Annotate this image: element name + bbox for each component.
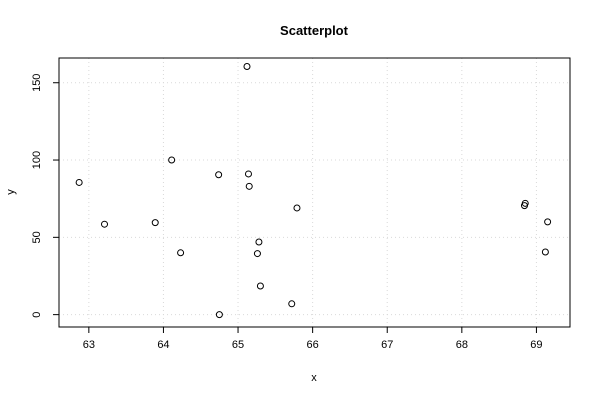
data-point	[293, 204, 301, 212]
y-tick-label: 100	[31, 151, 43, 169]
x-axis: 63 64 65 66 67 68 69	[83, 327, 543, 351]
data-point	[255, 238, 263, 246]
y-tick-label: 50	[31, 231, 43, 243]
y-axis-label: y	[5, 189, 17, 195]
data-point	[541, 248, 549, 256]
data-point	[521, 199, 529, 207]
x-tick-label: 69	[530, 339, 542, 351]
y-axis: 0 50 100 150	[31, 74, 59, 318]
x-tick-label: 63	[83, 339, 95, 351]
data-point	[151, 219, 159, 227]
data-points	[75, 63, 552, 319]
data-point	[245, 182, 253, 190]
x-tick-label: 66	[307, 339, 319, 351]
data-point	[243, 63, 251, 71]
data-point	[288, 300, 296, 308]
y-tick-label: 150	[31, 74, 43, 92]
x-tick-label: 64	[157, 339, 169, 351]
data-point	[168, 156, 176, 164]
plot-frame	[58, 57, 571, 328]
data-point	[244, 170, 252, 178]
x-tick-label: 67	[381, 339, 393, 351]
grid-lines	[59, 58, 570, 327]
x-tick-label: 65	[232, 339, 244, 351]
data-point	[253, 250, 261, 258]
chart-title: Scatterplot	[280, 23, 349, 38]
data-point	[215, 171, 223, 179]
data-point	[544, 218, 552, 226]
x-tick-label: 68	[456, 339, 468, 351]
x-axis-label: x	[311, 372, 317, 384]
data-point	[75, 178, 83, 186]
data-point	[177, 249, 185, 257]
data-point	[215, 311, 223, 319]
data-point	[101, 220, 109, 228]
y-tick-label: 0	[31, 312, 43, 318]
data-point	[256, 282, 264, 290]
